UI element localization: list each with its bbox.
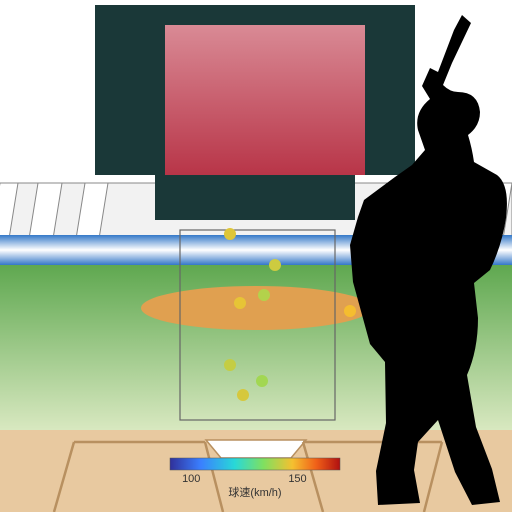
scoreboard-screen [165, 25, 365, 175]
pitch-marker [256, 375, 268, 387]
pitch-marker [237, 389, 249, 401]
pitchers-mound [141, 286, 371, 330]
chart-svg: 100 150 球速(km/h) [0, 0, 512, 512]
legend-label: 球速(km/h) [228, 485, 281, 499]
legend-tick: 150 [288, 473, 306, 485]
pitch-marker [224, 359, 236, 371]
pitch-marker [258, 289, 270, 301]
pitch-marker [344, 305, 356, 317]
pitch-marker [224, 228, 236, 240]
legend-tick: 100 [182, 473, 200, 485]
home-plate [206, 440, 306, 458]
legend-bar [170, 458, 340, 470]
pitch-marker [269, 259, 281, 271]
scoreboard-support [155, 175, 355, 220]
pitch-marker [234, 297, 246, 309]
pitch-location-chart: 100 150 球速(km/h) [0, 0, 512, 512]
